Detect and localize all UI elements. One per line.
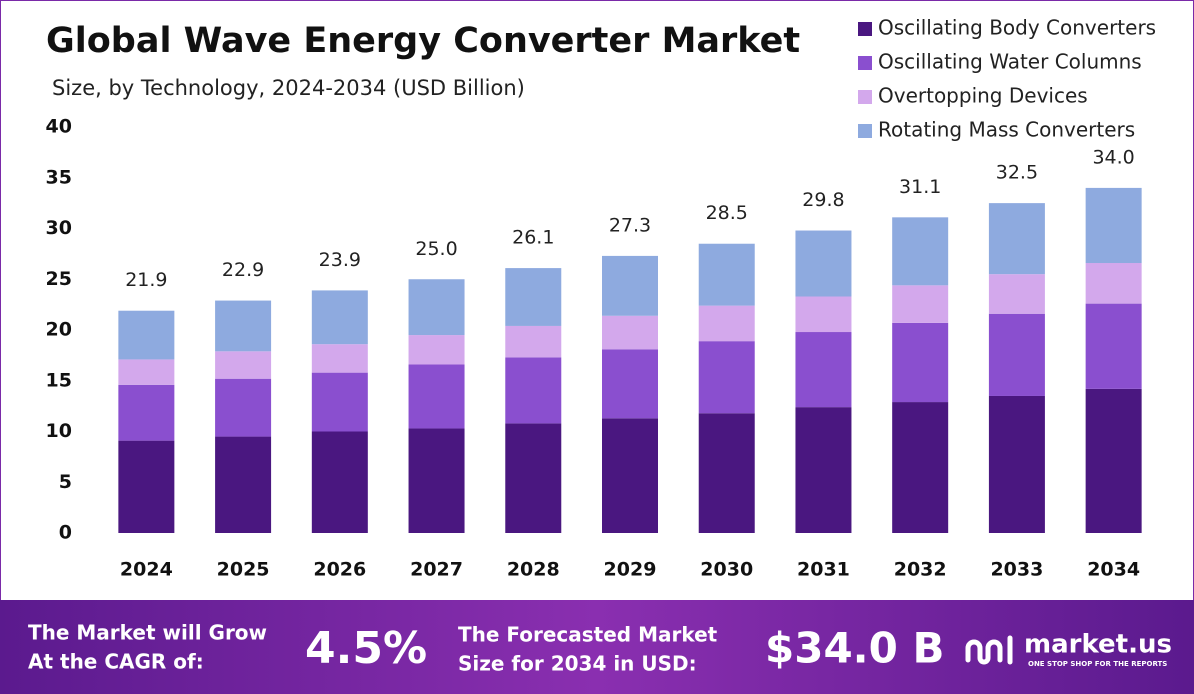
bar-segment: [1085, 388, 1142, 533]
footer-text: The Market will Grow: [28, 621, 267, 645]
x-tick-label: 2030: [700, 559, 753, 581]
legend-label: Oscillating Body Converters: [878, 16, 1156, 40]
total-label: 21.9: [125, 269, 167, 291]
legend-swatch: [858, 90, 872, 104]
forecast-value: $34.0 B: [765, 624, 944, 673]
x-tick-label: 2024: [120, 559, 173, 581]
bar-segment: [408, 428, 465, 533]
footer-text: Size for 2034 in USD:: [458, 652, 697, 676]
total-label: 31.1: [899, 176, 941, 198]
bar-segment: [408, 364, 465, 429]
bar-segment: [505, 268, 562, 326]
bar-segment: [311, 431, 368, 533]
bar-segment: [215, 436, 272, 533]
bar-segment: [1085, 187, 1142, 264]
bar-segment: [698, 341, 755, 414]
bar-segment: [988, 274, 1045, 314]
bar-segment: [215, 300, 272, 352]
legend-swatch: [858, 22, 872, 36]
legend-swatch: [858, 124, 872, 138]
y-tick-label: 40: [46, 116, 72, 138]
brand-logo: [965, 635, 1013, 665]
y-tick-label: 0: [59, 522, 72, 544]
x-tick-label: 2026: [313, 559, 366, 581]
bar-segment: [311, 372, 368, 432]
y-tick-label: 25: [46, 268, 72, 290]
y-tick-label: 30: [46, 217, 72, 239]
bar-segment: [1085, 263, 1142, 304]
y-tick-label: 10: [46, 420, 72, 442]
bar-segment: [795, 332, 852, 408]
bar-segment: [118, 440, 175, 533]
footer-text: At the CAGR of:: [28, 650, 204, 674]
bar-segment: [602, 315, 658, 350]
bar-segment: [988, 395, 1045, 533]
bar-segment: [118, 359, 175, 385]
total-label: 22.9: [222, 259, 264, 281]
bar-segment: [1085, 303, 1142, 389]
bar-segment: [311, 344, 368, 373]
y-tick-label: 35: [46, 166, 72, 188]
bar-segment: [602, 349, 658, 419]
x-tick-label: 2032: [894, 559, 947, 581]
x-tick-label: 2025: [217, 559, 270, 581]
total-label: 27.3: [609, 214, 651, 236]
bar-segment: [698, 413, 755, 533]
x-tick-label: 2033: [990, 559, 1043, 581]
chart-title: Global Wave Energy Converter Market: [46, 21, 800, 61]
legend-label: Rotating Mass Converters: [878, 118, 1135, 142]
bar-segment: [505, 325, 562, 358]
bar-segment: [408, 279, 465, 336]
bar-segment: [215, 351, 272, 379]
total-label: 32.5: [996, 162, 1038, 184]
x-tick-label: 2034: [1087, 559, 1140, 581]
bar-segment: [795, 230, 852, 297]
bar-segment: [892, 402, 949, 533]
bar-segment: [118, 310, 175, 360]
y-tick-label: 5: [59, 471, 72, 493]
bar-segment: [988, 203, 1045, 275]
bar-segment: [215, 378, 272, 437]
x-tick-label: 2027: [410, 559, 463, 581]
legend-label: Overtopping Devices: [878, 84, 1088, 108]
bar-segment: [892, 322, 949, 403]
footer-banner: [0, 600, 1194, 694]
legend-label: Oscillating Water Columns: [878, 50, 1142, 74]
footer-text: The Forecasted Market: [458, 623, 718, 647]
bar-segment: [118, 384, 175, 441]
tagline: ONE STOP SHOP FOR THE REPORTS: [1028, 660, 1167, 668]
x-tick-label: 2031: [797, 559, 850, 581]
total-label: 29.8: [802, 189, 844, 211]
footer: The Market will Grow At the CAGR of: 4.5…: [28, 621, 1172, 676]
legend-swatch: [858, 56, 872, 70]
legend: Oscillating Body Converters Oscillating W…: [858, 16, 1156, 142]
bar-segment: [795, 407, 852, 533]
total-label: 26.1: [512, 227, 554, 249]
total-label: 28.5: [706, 202, 748, 224]
bar-segment: [795, 296, 852, 333]
bar-segment: [408, 335, 465, 365]
total-label: 25.0: [415, 238, 457, 260]
y-tick-label: 15: [46, 369, 72, 391]
bar-segment: [892, 217, 949, 286]
cagr-value: 4.5%: [305, 623, 427, 674]
bar-segment: [505, 423, 562, 533]
bar-segment: [602, 255, 658, 316]
x-tick-label: 2029: [604, 559, 657, 581]
bar-segment: [988, 313, 1045, 396]
bar-segment: [698, 243, 755, 306]
bar-segment: [892, 285, 949, 323]
bar-segment: [698, 305, 755, 342]
brand: market.us: [1024, 630, 1172, 660]
bar-segment: [505, 357, 562, 424]
total-label: 23.9: [319, 249, 361, 271]
x-tick-label: 2028: [507, 559, 560, 581]
total-label: 34.0: [1092, 146, 1134, 168]
chart-subtitle: Size, by Technology, 2024-2034 (USD Bill…: [52, 76, 525, 100]
y-tick-label: 20: [46, 319, 72, 341]
bar-segment: [311, 290, 368, 345]
bar-segment: [602, 418, 658, 533]
